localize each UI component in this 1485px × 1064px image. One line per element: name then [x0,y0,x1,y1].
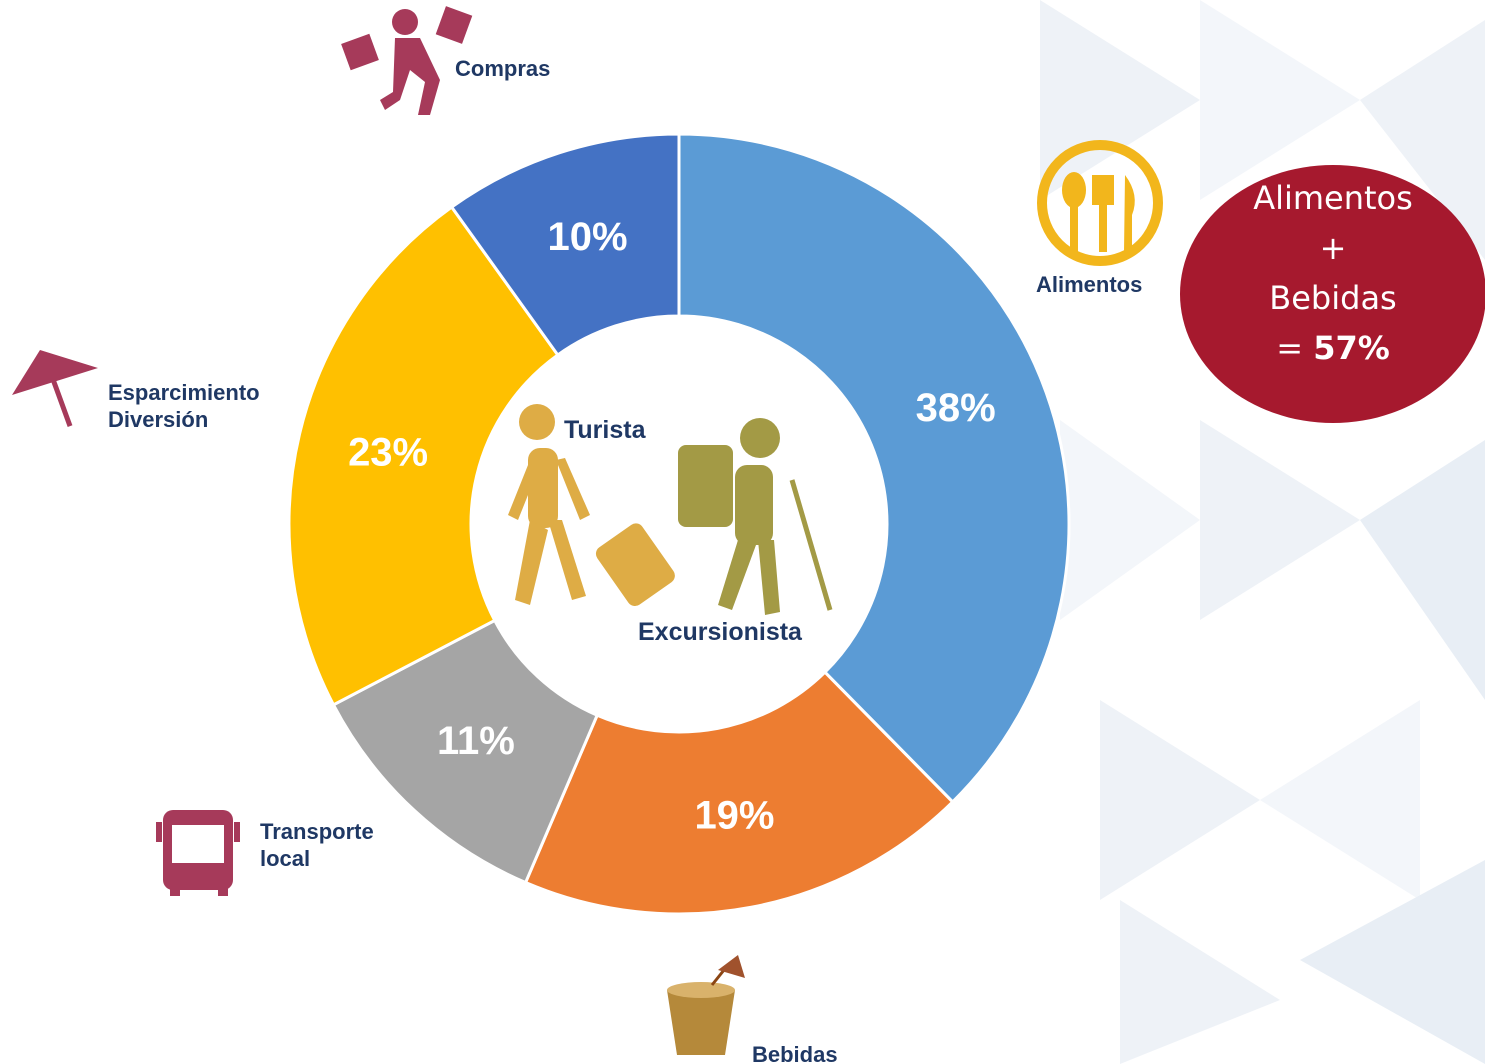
callout-prefix: = [1276,329,1303,367]
icon-transporte [156,810,240,896]
callout-line: Bebidas [1180,273,1485,323]
page: 38% 19% 11% 23% 10% Alimentos Bebidas Transp… [0,0,1485,1064]
value-label: 11% [437,719,515,763]
category-label: Compras [455,55,550,82]
icon-esparcimiento [12,350,98,427]
category-label: Esparcimiento Diversión [108,379,288,433]
center-label: Turista [564,416,646,445]
center-label: Excursionista [638,618,802,647]
chart: 38% 19% 11% 23% 10% [0,0,1485,1064]
value-label: 38% [916,386,996,430]
value-label: 19% [694,793,774,837]
icon-compras [341,6,472,115]
callout-total: = 57% [1180,323,1485,373]
callout-line: Alimentos [1180,173,1485,223]
category-label: Transporte local [260,818,410,872]
background-pattern [1040,0,1485,1064]
callout-line: + [1180,223,1485,273]
icon-bebidas [667,955,745,1055]
donut-segment [679,134,1069,802]
icon-excursionista [678,418,830,615]
value-label: 23% [348,430,428,474]
donut: 38% 19% 11% 23% 10% [289,134,1069,914]
callout: Alimentos + Bebidas = 57% [1180,165,1485,423]
category-label: Bebidas [752,1041,838,1064]
callout-value: 57% [1313,329,1390,367]
category-label: Alimentos [1036,271,1142,298]
value-label: 10% [547,215,627,259]
